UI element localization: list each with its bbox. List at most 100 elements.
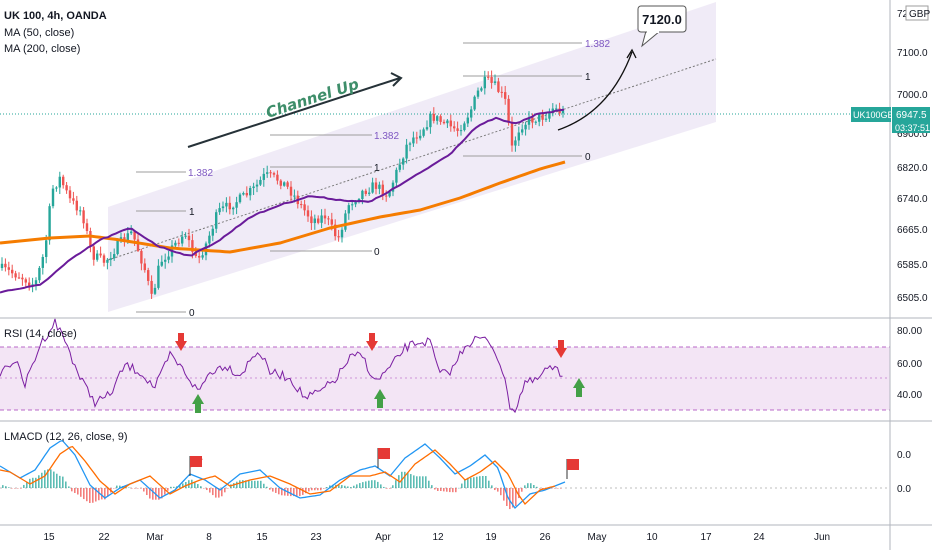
macd-hist-bar: [446, 488, 448, 492]
candle: [463, 121, 466, 132]
candle: [480, 86, 483, 92]
candle: [381, 180, 384, 201]
macd-hist-bar: [302, 488, 304, 495]
rsi-down-arrow-2: [366, 333, 378, 351]
svg-text:23: 23: [310, 532, 322, 543]
candle: [334, 219, 337, 241]
svg-text:8: 8: [206, 532, 212, 543]
macd-hist-bar: [557, 488, 559, 489]
candle: [497, 77, 500, 94]
macd-hist-bar: [479, 476, 481, 488]
macd-hist-bar: [74, 488, 76, 493]
macd-hist-bar: [194, 481, 196, 488]
macd-hist-bar: [65, 481, 67, 488]
candle: [262, 168, 265, 187]
candle: [4, 258, 7, 272]
macd-hist-bar: [383, 486, 385, 488]
candle: [92, 244, 95, 266]
macd-flag-3: [566, 459, 579, 479]
macd-hist-bar: [470, 477, 472, 488]
macd-hist-bar: [326, 487, 328, 488]
target-callout: [637, 5, 687, 33]
candle: [432, 107, 435, 124]
macd-hist-bar: [416, 476, 418, 488]
candle: [493, 74, 497, 86]
candle: [99, 246, 102, 258]
candle: [272, 171, 276, 178]
candle: [289, 181, 293, 202]
candle: [524, 121, 527, 136]
macd-hist-bar: [512, 488, 514, 508]
macd-hist-bar: [458, 487, 460, 489]
candle: [58, 171, 61, 195]
candle: [459, 124, 463, 136]
time-axis: 15 22 Mar 8 15 23 Apr 12 19 26 May 10 17…: [43, 532, 830, 543]
macd-hist-bar: [35, 477, 37, 488]
candle: [449, 114, 452, 132]
candle: [55, 186, 58, 192]
macd-hist-bar: [350, 487, 352, 488]
macd-hist-bar: [41, 472, 43, 488]
macd-hist-bar: [305, 488, 307, 494]
macd-hist-bar: [395, 480, 397, 488]
rsi-down-arrow-1: [175, 333, 187, 351]
svg-text:15: 15: [43, 532, 55, 543]
macd-hist-bar: [266, 486, 268, 488]
candle: [17, 272, 21, 280]
macd-hist-bar: [437, 488, 439, 491]
svg-text:6505.0: 6505.0: [897, 293, 928, 304]
candle: [442, 119, 446, 125]
currency-badge[interactable]: [905, 5, 929, 21]
macd-hist-bar: [158, 488, 160, 500]
macd-hist-bar: [56, 473, 58, 488]
rsi-up-arrow-3: [573, 378, 585, 397]
candle: [487, 71, 490, 80]
macd-hist-bar: [8, 487, 10, 488]
candle: [68, 186, 72, 204]
candle: [184, 232, 187, 239]
macd-hist-bar: [422, 476, 424, 488]
macd-hist-bar: [62, 476, 64, 488]
rsi-up-arrow-1: [192, 394, 204, 413]
candle: [371, 177, 374, 194]
candle: [238, 192, 242, 204]
channel-midline: [107, 58, 717, 261]
macd-hist-bar: [242, 480, 244, 488]
fib-label-1: 1.382: [188, 168, 213, 179]
macd-hist-bar: [140, 488, 142, 489]
macd-hist-bar: [152, 488, 154, 500]
macd-hist-bar: [299, 488, 301, 497]
macd-hist-bar: [554, 488, 556, 489]
macd-hist-bar: [356, 484, 358, 488]
macd-hist-bar: [116, 485, 118, 488]
candle: [85, 218, 89, 235]
macd-hist-bar: [179, 484, 181, 488]
candle: [276, 170, 279, 185]
macd-hist-bar: [362, 482, 364, 488]
candle: [504, 85, 507, 105]
svg-text:6900.0: 6900.0: [897, 129, 928, 140]
candle: [221, 201, 225, 212]
macd-hist-bar: [371, 480, 373, 488]
ma200-line: [0, 160, 566, 254]
candle: [521, 124, 524, 136]
macd-hist-bar: [509, 488, 511, 510]
macd-hist-bar: [323, 488, 325, 489]
macd-hist-bar: [344, 485, 346, 488]
svg-text:60.00: 60.00: [897, 359, 922, 370]
macd-hist-bar: [293, 488, 295, 497]
macd-hist-bar: [170, 486, 172, 488]
macd-histogram: [2, 469, 562, 510]
macd-hist-bar: [389, 488, 391, 489]
macd-hist-bar: [503, 488, 505, 501]
symbol-title: UK 100, 4h, OANDA: [4, 10, 107, 22]
svg-text:Jun: Jun: [814, 532, 830, 543]
macd-hist-bar: [5, 486, 7, 488]
candle: [211, 225, 214, 242]
macd-hist-bar: [17, 488, 19, 489]
candle: [473, 95, 476, 111]
candle: [368, 187, 371, 196]
fib-label-5: 1: [374, 163, 380, 174]
candle: [28, 277, 31, 291]
fib-label-2: 1: [189, 207, 195, 218]
